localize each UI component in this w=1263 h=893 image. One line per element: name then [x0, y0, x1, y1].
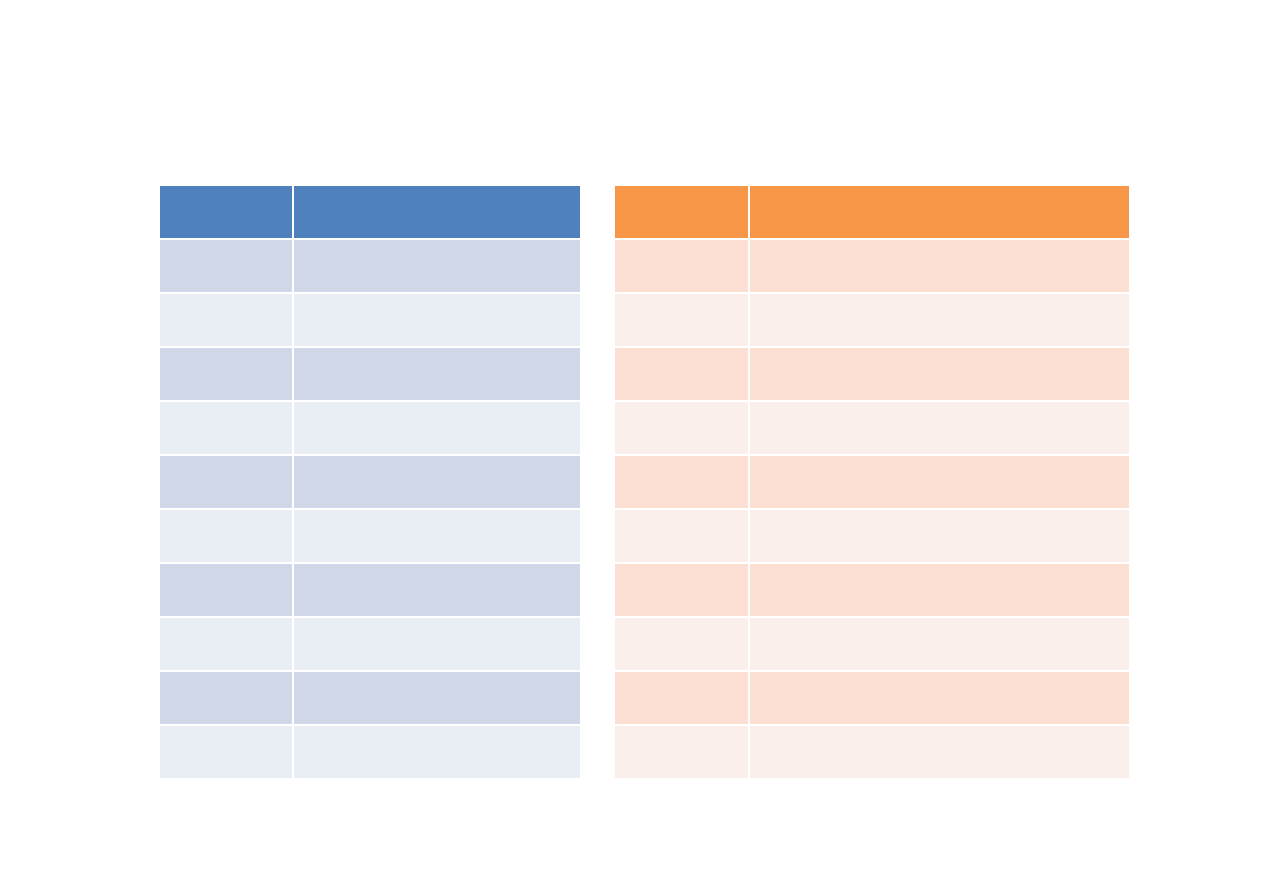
table-cell: [294, 564, 580, 616]
table-cell: [615, 240, 748, 292]
table-cell: [294, 672, 580, 724]
table-cell: [615, 672, 748, 724]
table-cell: [160, 726, 292, 778]
table-cell: [160, 294, 292, 346]
table-cell: [294, 402, 580, 454]
table-cell: [160, 240, 292, 292]
table-cell: [750, 402, 1129, 454]
table-cell: [294, 240, 580, 292]
table-cell: [160, 348, 292, 400]
table-cell: [750, 672, 1129, 724]
table-cell: [750, 564, 1129, 616]
header-cell: [615, 186, 748, 238]
table-cell: [750, 618, 1129, 670]
table-cell: [615, 510, 748, 562]
table-cell: [160, 672, 292, 724]
table-cell: [160, 456, 292, 508]
table-cell: [615, 294, 748, 346]
table-cell: [615, 456, 748, 508]
table-cell: [615, 726, 748, 778]
table-cell: [750, 510, 1129, 562]
table-cell: [160, 510, 292, 562]
table-cell: [160, 402, 292, 454]
table-cell: [750, 348, 1129, 400]
table-cell: [750, 294, 1129, 346]
table-cell: [615, 564, 748, 616]
table-cell: [750, 726, 1129, 778]
table-cell: [294, 618, 580, 670]
table-cell: [750, 456, 1129, 508]
header-cell: [750, 186, 1129, 238]
header-cell: [160, 186, 292, 238]
table-cell: [294, 456, 580, 508]
table-cell: [750, 240, 1129, 292]
table-cell: [615, 348, 748, 400]
header-cell: [294, 186, 580, 238]
table-cell: [294, 510, 580, 562]
table-cell: [615, 618, 748, 670]
table-cell: [160, 618, 292, 670]
table-cell: [615, 402, 748, 454]
table-cell: [160, 564, 292, 616]
table-cell: [294, 348, 580, 400]
table-cell: [294, 726, 580, 778]
table-cell: [294, 294, 580, 346]
